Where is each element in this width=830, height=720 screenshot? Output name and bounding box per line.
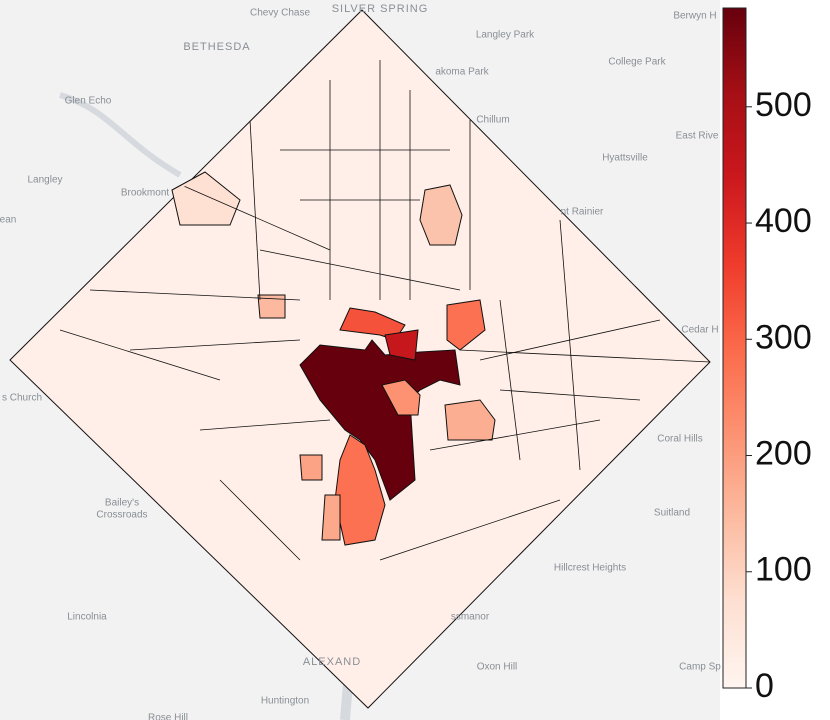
- place-label: Cedar H: [681, 325, 718, 336]
- place-label: Hillcrest Heights: [554, 563, 626, 574]
- place-label: College Park: [608, 57, 666, 68]
- place-label: Crossroads: [96, 510, 147, 521]
- place-label: Oxon Hill: [477, 662, 518, 673]
- tract-border: [89, 289, 301, 301]
- tract: [299, 454, 323, 481]
- place-label: Langley Park: [476, 30, 535, 41]
- colorbar-tick-label: 500: [755, 86, 812, 124]
- tract-border: [259, 249, 461, 291]
- tract-border: [479, 319, 661, 361]
- tract-border: [499, 389, 641, 401]
- tract-border: [379, 499, 561, 561]
- place-label: Huntington: [261, 696, 309, 707]
- tract: [321, 494, 341, 541]
- place-label: Hyattsville: [602, 153, 648, 164]
- tract: [419, 184, 463, 246]
- place-label: BETHESDA: [183, 41, 250, 53]
- tract: [444, 399, 496, 441]
- tract: [381, 379, 421, 416]
- colorbar-tick-label: 400: [755, 202, 812, 240]
- place-label: s Church: [2, 393, 42, 404]
- tract-border: [499, 299, 521, 461]
- place-label: Rose Hill: [148, 713, 188, 720]
- colorbar-tick-label: 200: [755, 435, 812, 473]
- colorbar: [722, 7, 747, 689]
- place-label: ALEXAND: [303, 656, 361, 668]
- place-labels: Chevy Chase SILVER SPRING Berwyn H BETHESDA…: [0, 3, 721, 720]
- place-label: ean: [0, 215, 16, 226]
- place-label: akoma Park: [435, 67, 489, 78]
- tract-border: [249, 119, 261, 301]
- place-label: Glen Echo: [65, 96, 112, 107]
- tract: [384, 329, 419, 361]
- colorbar-tick-label: 100: [755, 551, 812, 589]
- place-label: Berwyn H: [673, 11, 716, 22]
- tract: [299, 339, 461, 501]
- place-label: Camp Sp: [679, 662, 721, 673]
- place-label: Chevy Chase: [250, 8, 310, 19]
- tract-border: [169, 179, 331, 251]
- place-label: Langley: [27, 175, 62, 186]
- tract-border: [59, 329, 221, 381]
- place-label: nt Rainier: [561, 207, 604, 218]
- colorbar-tick-label: 300: [755, 318, 812, 356]
- river: [59, 92, 182, 178]
- place-label: Chillum: [476, 115, 509, 126]
- tract-border: [199, 419, 331, 431]
- tract: [257, 294, 286, 319]
- tract-border: [429, 419, 601, 451]
- place-label: Lincolnia: [67, 612, 107, 623]
- place-label: Coral Hills: [657, 434, 703, 445]
- regions: [9, 9, 711, 709]
- tract-border: [459, 349, 710, 363]
- place-label: Bailey's: [105, 498, 139, 509]
- tract-border: [129, 339, 301, 351]
- tract-border: [219, 479, 301, 561]
- tract: [446, 299, 486, 351]
- colorbar-tick-label: 0: [755, 667, 774, 705]
- place-label: ssmanor: [451, 612, 490, 623]
- place-label: Brookmont: [121, 188, 170, 199]
- place-label: Suitland: [654, 508, 690, 519]
- tract: [334, 434, 386, 546]
- place-label: East Rive: [676, 131, 719, 142]
- tract-border: [559, 219, 581, 471]
- place-label: SILVER SPRING: [332, 3, 429, 15]
- tract: [171, 171, 241, 226]
